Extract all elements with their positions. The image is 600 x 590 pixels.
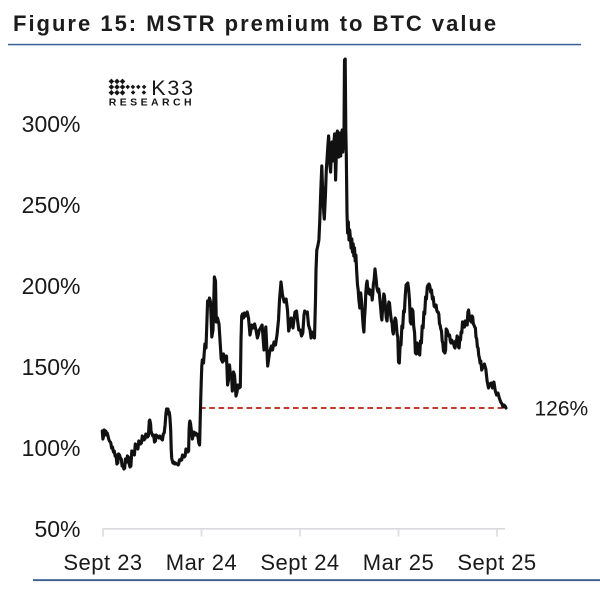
svg-text:Mar 25: Mar 25 xyxy=(363,550,434,575)
svg-text:50%: 50% xyxy=(34,516,80,542)
svg-text:300%: 300% xyxy=(22,111,81,137)
svg-text:250%: 250% xyxy=(22,192,81,218)
svg-text:Sept 24: Sept 24 xyxy=(260,550,339,575)
svg-text:Sept 23: Sept 23 xyxy=(63,550,142,575)
svg-text:Mar 24: Mar 24 xyxy=(166,550,237,575)
svg-text:Sept 25: Sept 25 xyxy=(457,550,536,575)
svg-text:K33: K33 xyxy=(151,76,195,100)
svg-text:RESEARCH: RESEARCH xyxy=(109,97,195,109)
svg-text:Figure 15: MSTR premium to BTC: Figure 15: MSTR premium to BTC value xyxy=(13,11,498,36)
svg-text:200%: 200% xyxy=(22,273,81,299)
svg-text:150%: 150% xyxy=(22,354,81,380)
svg-text:126%: 126% xyxy=(535,398,589,421)
svg-text:100%: 100% xyxy=(22,435,81,461)
